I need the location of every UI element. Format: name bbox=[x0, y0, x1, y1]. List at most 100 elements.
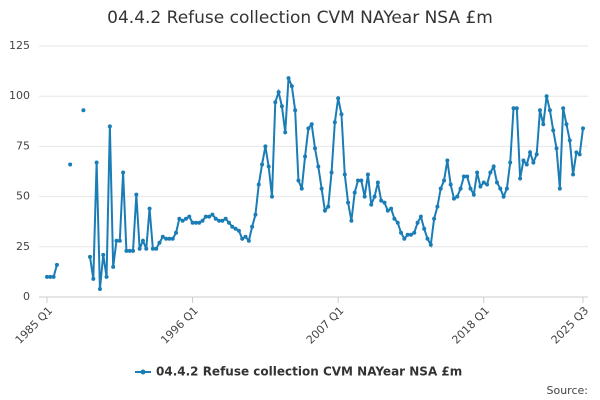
data-point bbox=[461, 174, 466, 179]
data-point bbox=[448, 182, 453, 187]
data-point bbox=[48, 274, 53, 279]
data-point bbox=[266, 164, 271, 169]
data-point bbox=[157, 240, 162, 245]
series-line bbox=[89, 77, 584, 290]
data-point bbox=[263, 144, 268, 149]
data-point bbox=[144, 246, 149, 251]
series-line bbox=[47, 264, 58, 278]
data-point bbox=[150, 246, 155, 251]
data-point bbox=[236, 228, 241, 233]
data-point bbox=[349, 218, 354, 223]
data-point bbox=[286, 76, 291, 81]
data-point bbox=[537, 108, 542, 113]
x-tick-label: 2025 Q3 bbox=[549, 304, 592, 347]
data-point bbox=[359, 178, 364, 183]
x-tick-label: 2018 Q1 bbox=[449, 304, 492, 347]
data-point bbox=[233, 226, 238, 231]
data-point bbox=[260, 162, 265, 167]
data-point bbox=[279, 104, 284, 109]
data-point bbox=[88, 254, 93, 259]
data-point bbox=[392, 216, 397, 221]
data-point bbox=[342, 172, 347, 177]
y-tick-label: 75 bbox=[16, 139, 30, 152]
data-point bbox=[442, 178, 447, 183]
data-point bbox=[574, 150, 579, 155]
data-point bbox=[471, 192, 476, 197]
data-point bbox=[91, 276, 96, 281]
data-point bbox=[230, 224, 235, 229]
data-point bbox=[571, 172, 576, 177]
data-point bbox=[518, 176, 523, 181]
data-point bbox=[405, 232, 410, 237]
data-point bbox=[332, 120, 337, 125]
data-point bbox=[203, 214, 208, 219]
data-point bbox=[117, 238, 122, 243]
data-point bbox=[289, 84, 294, 89]
data-point bbox=[399, 230, 404, 235]
data-point bbox=[541, 122, 546, 127]
data-point bbox=[435, 204, 440, 209]
data-point bbox=[402, 236, 407, 241]
data-point bbox=[213, 216, 218, 221]
data-point bbox=[322, 208, 327, 213]
data-point bbox=[475, 170, 480, 175]
y-tick-label: 100 bbox=[9, 89, 30, 102]
data-point bbox=[339, 112, 344, 117]
data-point bbox=[97, 286, 102, 291]
data-point bbox=[68, 162, 73, 167]
data-point bbox=[365, 172, 370, 177]
data-point bbox=[478, 184, 483, 189]
data-point bbox=[134, 192, 139, 197]
data-point bbox=[269, 194, 274, 199]
data-point bbox=[438, 186, 443, 191]
data-point bbox=[425, 236, 430, 241]
data-point bbox=[504, 186, 509, 191]
data-point bbox=[94, 160, 99, 165]
data-point bbox=[468, 186, 473, 191]
data-point bbox=[561, 106, 566, 111]
data-point bbox=[207, 214, 212, 219]
data-point bbox=[197, 220, 202, 225]
data-point bbox=[220, 218, 225, 223]
data-point bbox=[511, 106, 516, 111]
data-point bbox=[385, 208, 390, 213]
data-point bbox=[164, 236, 169, 241]
y-tick-label: 50 bbox=[16, 190, 30, 203]
data-point bbox=[379, 198, 384, 203]
data-point bbox=[296, 178, 301, 183]
data-point bbox=[223, 216, 228, 221]
data-point bbox=[316, 164, 321, 169]
data-point bbox=[226, 220, 231, 225]
data-point bbox=[488, 170, 493, 175]
data-point bbox=[121, 170, 126, 175]
y-tick-label: 25 bbox=[16, 240, 30, 253]
data-point bbox=[253, 212, 258, 217]
data-point bbox=[557, 186, 562, 191]
data-point bbox=[299, 186, 304, 191]
y-tick-label: 125 bbox=[9, 39, 30, 52]
data-point bbox=[140, 238, 145, 243]
data-point bbox=[187, 214, 192, 219]
data-point bbox=[418, 214, 423, 219]
data-point bbox=[498, 186, 503, 191]
data-point bbox=[362, 194, 367, 199]
data-point bbox=[111, 264, 116, 269]
data-point bbox=[455, 194, 460, 199]
data-point bbox=[465, 174, 470, 179]
data-point bbox=[369, 202, 374, 207]
y-tick-label: 0 bbox=[23, 290, 30, 303]
data-point bbox=[101, 252, 106, 257]
data-point bbox=[293, 108, 298, 113]
data-point bbox=[494, 180, 499, 185]
chart-title: 04.4.2 Refuse collection CVM NAYear NSA … bbox=[107, 8, 493, 28]
data-point bbox=[210, 212, 215, 217]
data-point bbox=[577, 152, 582, 157]
data-point bbox=[177, 216, 182, 221]
data-point bbox=[309, 122, 314, 127]
data-point bbox=[240, 236, 245, 241]
data-point bbox=[54, 262, 59, 267]
data-point bbox=[104, 274, 109, 279]
data-point bbox=[190, 220, 195, 225]
